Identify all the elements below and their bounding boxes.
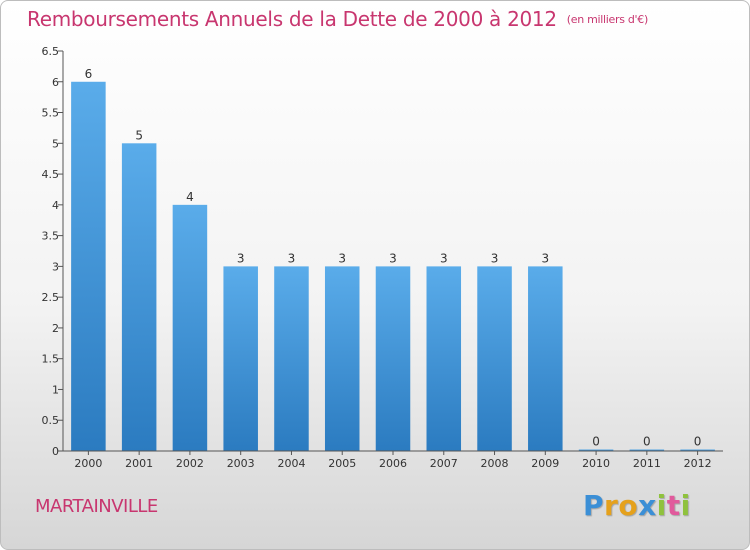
proxiti-logo: Proxiti: [583, 489, 691, 522]
y-tick-label: 5: [52, 137, 59, 150]
bar-value-label: 3: [440, 251, 448, 265]
bar-2003: [223, 266, 258, 451]
bar-value-label: 3: [338, 251, 346, 265]
logo-letter: i: [680, 489, 691, 522]
bar-2000: [71, 81, 106, 452]
y-tick-label: 5.5: [42, 107, 60, 120]
bar-2004: [274, 266, 309, 451]
x-tick-label: 2012: [684, 457, 712, 470]
y-tick-label: 1: [52, 383, 59, 396]
logo-letter: t: [666, 489, 681, 522]
y-tick-label: 0.5: [42, 414, 60, 427]
bar-2008: [477, 266, 512, 451]
bar-2007: [426, 266, 462, 451]
x-tick-label: 2008: [481, 457, 509, 470]
x-tick-label: 2006: [379, 457, 407, 470]
y-tick-label: 4: [52, 199, 59, 212]
x-tick-label: 2001: [125, 457, 153, 470]
x-tick-label: 2011: [633, 457, 661, 470]
y-tick-label: 2.5: [42, 291, 60, 304]
logo-letter: P: [583, 489, 605, 522]
x-tick-label: 2000: [74, 457, 102, 470]
y-tick-label: 3: [52, 260, 59, 273]
bar-2012: [680, 449, 715, 451]
bar-2006: [375, 266, 411, 451]
bar-2001: [121, 143, 157, 452]
logo-letter: i: [656, 489, 667, 522]
logo-letter: r: [604, 489, 619, 522]
bar-2010: [578, 449, 614, 451]
y-tick-label: 2: [52, 322, 59, 335]
bar-value-label: 3: [491, 251, 499, 265]
logo-letter: o: [618, 489, 639, 522]
y-tick-label: 6.5: [42, 45, 60, 58]
x-tick-label: 2009: [531, 457, 559, 470]
bar-2009: [528, 266, 563, 451]
bar-value-label: 0: [694, 435, 702, 449]
y-tick-label: 0: [52, 445, 59, 458]
bar-2005: [324, 266, 360, 451]
bar-2002: [172, 204, 208, 451]
x-tick-label: 2002: [176, 457, 204, 470]
bar-value-label: 0: [643, 435, 651, 449]
bar-value-label: 3: [237, 251, 245, 265]
x-tick-label: 2004: [277, 457, 305, 470]
bar-value-label: 6: [85, 67, 93, 81]
bar-value-label: 3: [389, 251, 397, 265]
bar-value-label: 0: [592, 435, 600, 449]
x-tick-label: 2010: [582, 457, 610, 470]
bar-value-label: 5: [135, 128, 143, 142]
bar-value-label: 3: [288, 251, 296, 265]
y-tick-label: 4.5: [42, 168, 60, 181]
x-tick-label: 2005: [328, 457, 356, 470]
y-tick-label: 6: [52, 76, 59, 89]
chart-unit: (en milliers d'€): [566, 13, 648, 26]
y-tick-label: 1.5: [42, 353, 60, 366]
x-tick-label: 2003: [227, 457, 255, 470]
bar-value-label: 4: [186, 190, 194, 204]
y-tick-label: 3.5: [42, 230, 60, 243]
chart-title: Remboursements Annuels de la Dette de 20…: [27, 7, 648, 31]
x-tick-label: 2007: [430, 457, 458, 470]
bar-2011: [629, 449, 665, 451]
bar-value-label: 3: [541, 251, 549, 265]
place-name: MARTAINVILLE: [35, 496, 158, 517]
logo-letter: x: [638, 489, 657, 522]
chart-title-text: Remboursements Annuels de la Dette de 20…: [27, 7, 557, 31]
